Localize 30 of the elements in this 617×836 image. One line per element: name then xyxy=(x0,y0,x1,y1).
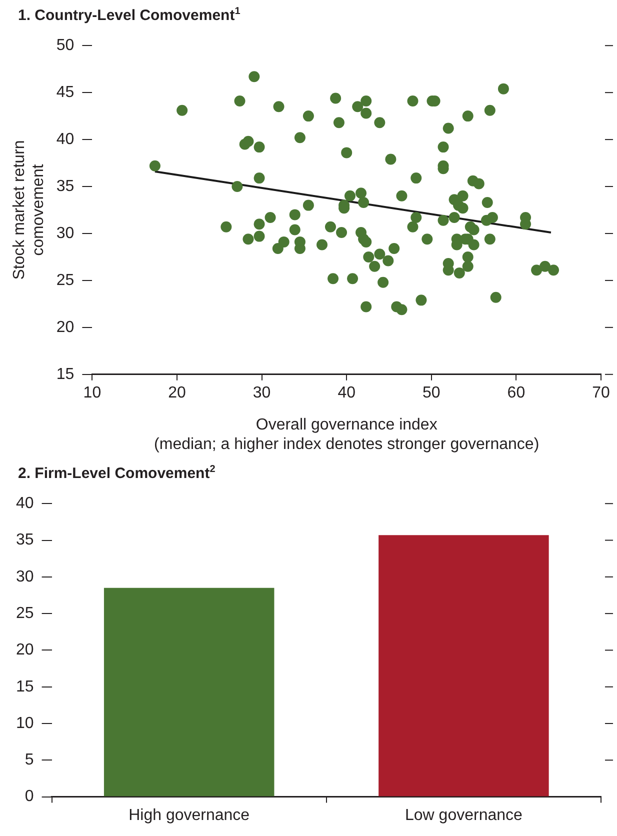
y-tick-label: 35 xyxy=(16,532,34,549)
x-tick-label: 50 xyxy=(422,384,440,402)
x-tick-label: 10 xyxy=(83,384,102,402)
x-tick-label: 20 xyxy=(168,384,186,402)
y-tick-label: 40 xyxy=(16,495,34,512)
y-tick-label: 15 xyxy=(16,678,34,696)
x-tick-label: Low governance xyxy=(404,806,523,824)
y-tick-label: 15 xyxy=(56,366,74,383)
y-tick-label: 20 xyxy=(16,642,34,659)
y-tick-label: 35 xyxy=(56,178,74,195)
chart-title: 2. Firm-Level Comovement$^{2}$ xyxy=(17,463,216,484)
y-tick-label: 50 xyxy=(56,37,74,54)
x-tick-label: 70 xyxy=(592,384,610,402)
y-tick-label: 30 xyxy=(16,568,34,586)
x-tick-label: 60 xyxy=(507,384,526,402)
x-tick-label: High governance xyxy=(128,806,250,824)
y-tick-label: 0 xyxy=(24,788,34,806)
y-tick-label: 40 xyxy=(56,130,74,148)
y-tick-label: 20 xyxy=(56,318,74,336)
y-tick-label: 25 xyxy=(16,604,34,622)
y-axis-title: Stock market return comovement xyxy=(11,140,48,280)
y-tick-label: 30 xyxy=(56,224,74,242)
y-tick-label: 25 xyxy=(56,272,74,289)
chart-title: 1. Country-Level Comovement$^{1}$ xyxy=(17,5,242,26)
y-tick-label: 5 xyxy=(24,752,34,769)
y-tick-label: 45 xyxy=(56,84,74,101)
x-tick-label: 40 xyxy=(338,384,356,402)
x-axis-title: Overall governance index (median; a higher index denotes stronger governance) xyxy=(154,416,540,453)
x-tick-label: 30 xyxy=(252,384,271,402)
y-tick-label: 10 xyxy=(16,714,34,732)
